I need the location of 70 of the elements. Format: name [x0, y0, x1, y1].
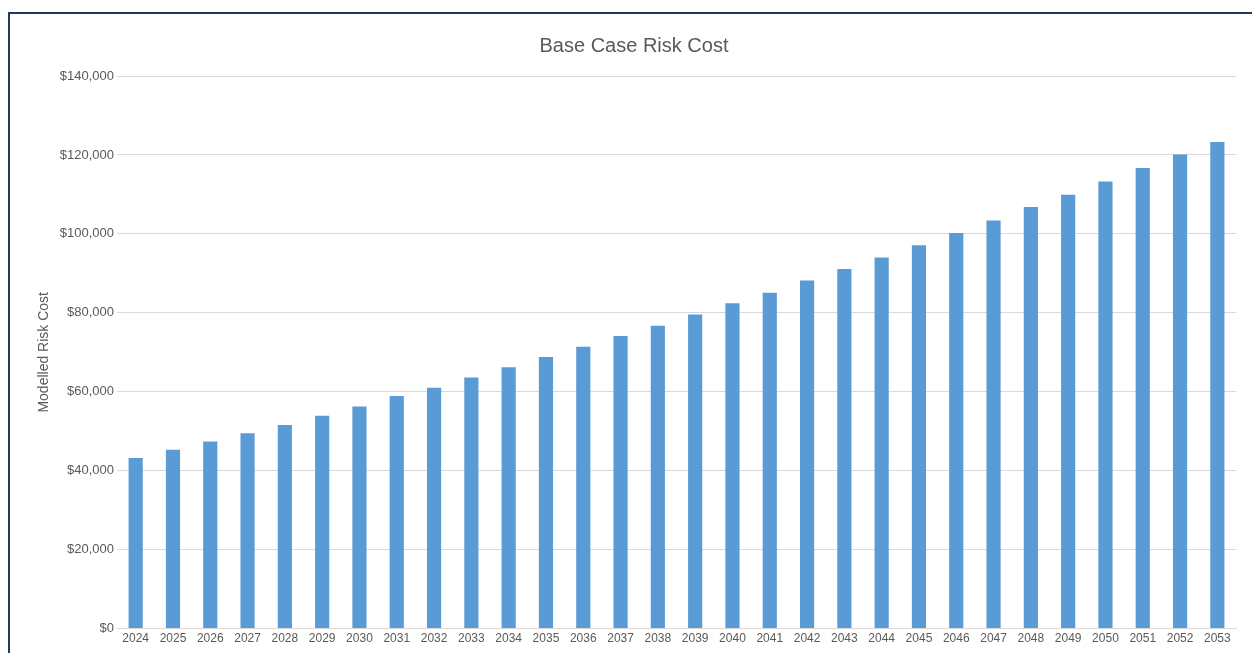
bar	[725, 303, 740, 629]
x-tick-label: 2049	[1054, 631, 1082, 646]
bar	[1135, 167, 1150, 629]
bar	[538, 357, 554, 629]
x-tick-label: 2052	[1166, 631, 1194, 646]
x-tick-label: 2044	[868, 631, 896, 646]
x-tick-label: 2038	[644, 631, 672, 646]
bar	[911, 245, 927, 629]
bar	[1172, 154, 1188, 629]
y-tick-label: $120,000	[59, 146, 115, 162]
bar	[426, 387, 442, 629]
x-tick-label: 2031	[383, 631, 411, 646]
chart-title: Base Case Risk Cost	[539, 33, 729, 56]
x-tick-label: 2046	[942, 631, 970, 646]
x-tick-label: 2039	[681, 631, 709, 646]
bar	[762, 292, 777, 629]
y-tick-label: $100,000	[59, 225, 115, 241]
x-tick-label: 2029	[308, 631, 336, 646]
bar	[1023, 207, 1038, 629]
x-tick-label: 2024	[122, 631, 150, 646]
x-tick-label: 2041	[756, 631, 784, 646]
y-tick-label: $40,000	[67, 462, 115, 478]
x-tick-label: 2033	[458, 631, 486, 646]
x-tick-label: 2030	[346, 631, 374, 646]
bar	[165, 449, 181, 629]
bar	[874, 257, 889, 629]
bar	[315, 415, 330, 629]
x-tick-label: 2050	[1092, 631, 1120, 646]
y-tick-label: $140,000	[59, 67, 115, 83]
x-tick-label: 2036	[569, 631, 597, 646]
bar	[688, 314, 703, 629]
bar	[986, 220, 1001, 629]
x-tick-label: 2025	[159, 631, 187, 646]
x-tick-label: 2037	[607, 631, 635, 646]
bar	[1210, 141, 1225, 629]
x-tick-label: 2027	[234, 631, 262, 646]
x-tick-label: 2045	[905, 631, 933, 646]
x-tick-label: 2040	[719, 631, 747, 646]
x-tick-label: 2034	[495, 631, 523, 646]
y-tick-label: $20,000	[67, 541, 115, 557]
x-tick-label: 2035	[532, 631, 560, 646]
bar	[949, 233, 964, 629]
bar	[837, 269, 852, 629]
x-tick-label: 2048	[1017, 631, 1045, 646]
bar	[203, 441, 218, 629]
y-tick-label: $80,000	[67, 304, 115, 320]
bar	[501, 367, 516, 629]
x-tick-label: 2026	[196, 631, 224, 646]
x-tick-label: 2043	[831, 631, 859, 646]
bar	[240, 433, 255, 629]
bar	[1061, 194, 1076, 629]
y-tick-label: $0	[99, 620, 115, 636]
x-tick-label: 2042	[793, 631, 821, 646]
bar	[613, 336, 628, 629]
y-tick-label: $60,000	[67, 383, 115, 399]
bar	[650, 325, 665, 629]
x-tick-label: 2047	[980, 631, 1008, 646]
x-tick-label: 2032	[420, 631, 448, 646]
x-tick-label: 2028	[271, 631, 299, 646]
bar	[352, 406, 367, 629]
bar	[1098, 181, 1113, 629]
bar	[576, 346, 591, 629]
y-axis-title: Modelled Risk Cost	[35, 291, 52, 413]
x-tick-label: 2051	[1129, 631, 1157, 646]
bar	[389, 396, 404, 629]
bar	[277, 424, 292, 629]
bar	[128, 458, 143, 629]
bar	[464, 377, 479, 629]
bar	[799, 280, 815, 629]
x-tick-label: 2053	[1204, 631, 1232, 646]
